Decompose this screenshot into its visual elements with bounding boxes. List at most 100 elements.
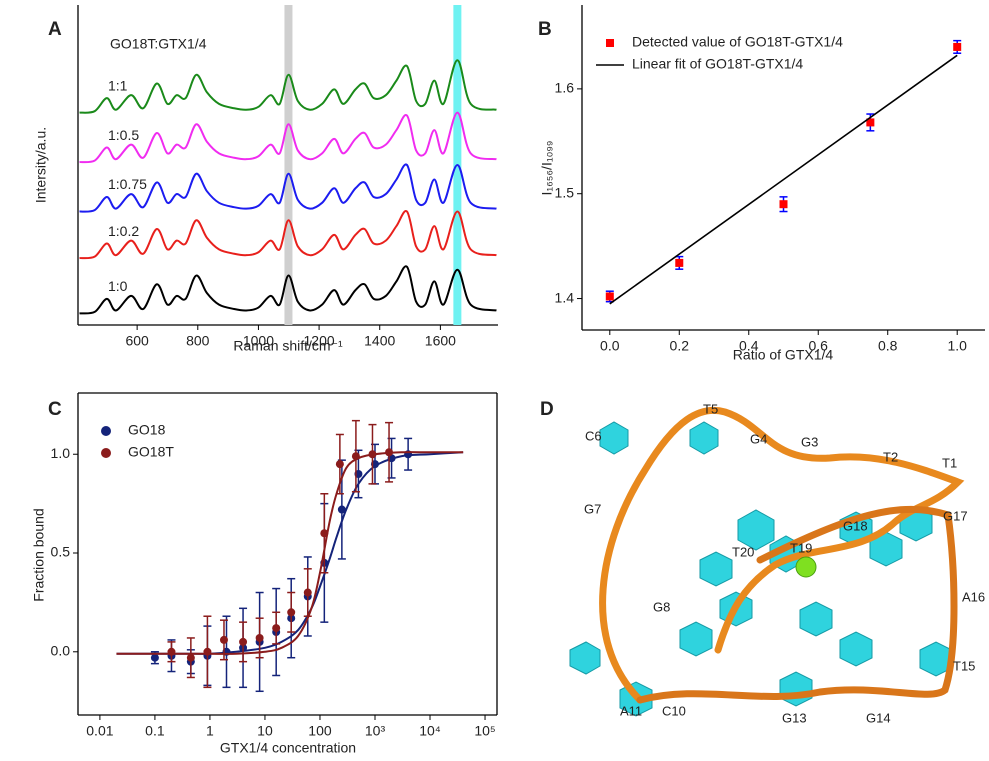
base-label: A11 bbox=[620, 703, 642, 718]
x-tick-label: 1000 bbox=[243, 333, 274, 349]
fit-curve bbox=[116, 451, 464, 655]
base bbox=[839, 631, 873, 667]
base-label: G4 bbox=[750, 431, 767, 446]
ribbon bbox=[599, 406, 965, 704]
point bbox=[385, 448, 394, 457]
base-label: T2 bbox=[883, 449, 898, 464]
panel-letter: A bbox=[48, 19, 62, 40]
x-tick-label: 1 bbox=[206, 723, 214, 739]
y-tick-label: 1.6 bbox=[555, 80, 575, 96]
base-label: G17 bbox=[943, 508, 968, 523]
point bbox=[303, 588, 312, 597]
spectrum-line bbox=[79, 111, 497, 164]
point bbox=[335, 460, 344, 469]
point bbox=[351, 452, 360, 461]
x-tick-label: 10⁴ bbox=[419, 723, 441, 739]
point bbox=[219, 635, 228, 644]
base-label: G13 bbox=[782, 710, 807, 725]
fit-curve bbox=[116, 451, 464, 655]
base-label: T15 bbox=[953, 658, 975, 673]
x-tick-label: 0.2 bbox=[670, 338, 690, 354]
legend-marker bbox=[101, 448, 111, 458]
x-tick-label: 0.1 bbox=[145, 723, 165, 739]
base-label: C6 bbox=[585, 428, 602, 443]
legend-label: GO18T bbox=[128, 444, 174, 460]
point bbox=[368, 450, 377, 459]
point bbox=[675, 258, 684, 267]
x-tick-label: 1200 bbox=[304, 333, 335, 349]
ribbon-bases bbox=[569, 421, 953, 717]
base-label: G18 bbox=[843, 518, 868, 533]
point bbox=[150, 653, 159, 662]
chart-title: GO18T:GTX1/4 bbox=[110, 36, 207, 52]
y-tick-label: 0.0 bbox=[51, 642, 71, 658]
point bbox=[337, 505, 346, 514]
y-tick-label: 1.0 bbox=[51, 445, 71, 461]
point bbox=[203, 647, 212, 656]
series-label: 1:1 bbox=[108, 77, 128, 93]
base-label: T1 bbox=[942, 455, 957, 470]
spectrum-line bbox=[79, 163, 497, 213]
point bbox=[239, 637, 248, 646]
base bbox=[779, 671, 813, 707]
point bbox=[186, 653, 195, 662]
series-label: 1:0 bbox=[108, 278, 128, 294]
point bbox=[287, 608, 296, 617]
y-axis-label: Intersity/a.u. bbox=[33, 127, 49, 203]
legend-label: Detected value of GO18T-GTX1/4 bbox=[632, 34, 843, 50]
base bbox=[737, 509, 775, 551]
y-tick-label: 1.4 bbox=[555, 289, 575, 305]
highlight-band bbox=[284, 5, 293, 325]
base-label: A16 bbox=[962, 589, 985, 604]
x-tick-label: 0.8 bbox=[878, 338, 898, 354]
point bbox=[255, 633, 264, 642]
x-tick-label: 10⁵ bbox=[474, 723, 495, 739]
base-label: G8 bbox=[653, 599, 670, 614]
x-tick-label: 600 bbox=[125, 333, 149, 349]
x-tick-label: 1400 bbox=[364, 333, 395, 349]
spectrum-line bbox=[79, 209, 497, 260]
x-tick-label: 10 bbox=[257, 723, 273, 739]
base-label: T20 bbox=[732, 544, 754, 559]
base bbox=[599, 421, 629, 455]
ribbon bbox=[636, 505, 958, 704]
x-tick-label: 0.01 bbox=[86, 723, 113, 739]
base bbox=[689, 421, 719, 455]
structure-panel: D T5 C6 G4 G3 T2 T1 G7 G17 bbox=[540, 399, 985, 725]
point bbox=[953, 42, 962, 51]
x-tick-label: 800 bbox=[186, 333, 210, 349]
legend-label: GO18 bbox=[128, 422, 166, 438]
x-axis-label: Raman shift/cm⁻¹ bbox=[233, 338, 343, 354]
base bbox=[799, 601, 833, 637]
point bbox=[320, 529, 329, 538]
base bbox=[569, 641, 601, 675]
panel-letter: D bbox=[540, 399, 554, 420]
point bbox=[779, 200, 788, 209]
x-axis-label: GTX1/4 concentration bbox=[220, 740, 356, 756]
base-label: T5 bbox=[703, 401, 718, 416]
base-label: G3 bbox=[801, 434, 818, 449]
legend-label: Linear fit of GO18T-GTX1/4 bbox=[632, 56, 803, 72]
x-tick-label: 1600 bbox=[425, 333, 456, 349]
panel-letter: B bbox=[538, 19, 552, 40]
spectrum-line bbox=[79, 265, 497, 315]
y-axis-label: Fraction bound bbox=[31, 508, 47, 601]
y-tick-label: 0.5 bbox=[51, 544, 71, 560]
x-tick-label: 10³ bbox=[365, 723, 386, 739]
base-label: G7 bbox=[584, 501, 601, 516]
point bbox=[605, 292, 614, 301]
legend-marker bbox=[606, 39, 614, 47]
legend-marker bbox=[101, 426, 111, 436]
x-tick-label: 0.4 bbox=[739, 338, 759, 354]
base-label: G14 bbox=[866, 710, 891, 725]
base-label: C10 bbox=[662, 703, 686, 718]
y-axis-label: I₁₆₅₆/I₁₀₉₉ bbox=[539, 141, 555, 196]
panel-letter: C bbox=[48, 399, 62, 420]
point bbox=[866, 118, 875, 127]
x-tick-label: 1.0 bbox=[947, 338, 967, 354]
base bbox=[679, 621, 713, 657]
x-tick-label: 0.6 bbox=[809, 338, 829, 354]
point bbox=[167, 647, 176, 656]
x-tick-label: 0.0 bbox=[600, 338, 620, 354]
